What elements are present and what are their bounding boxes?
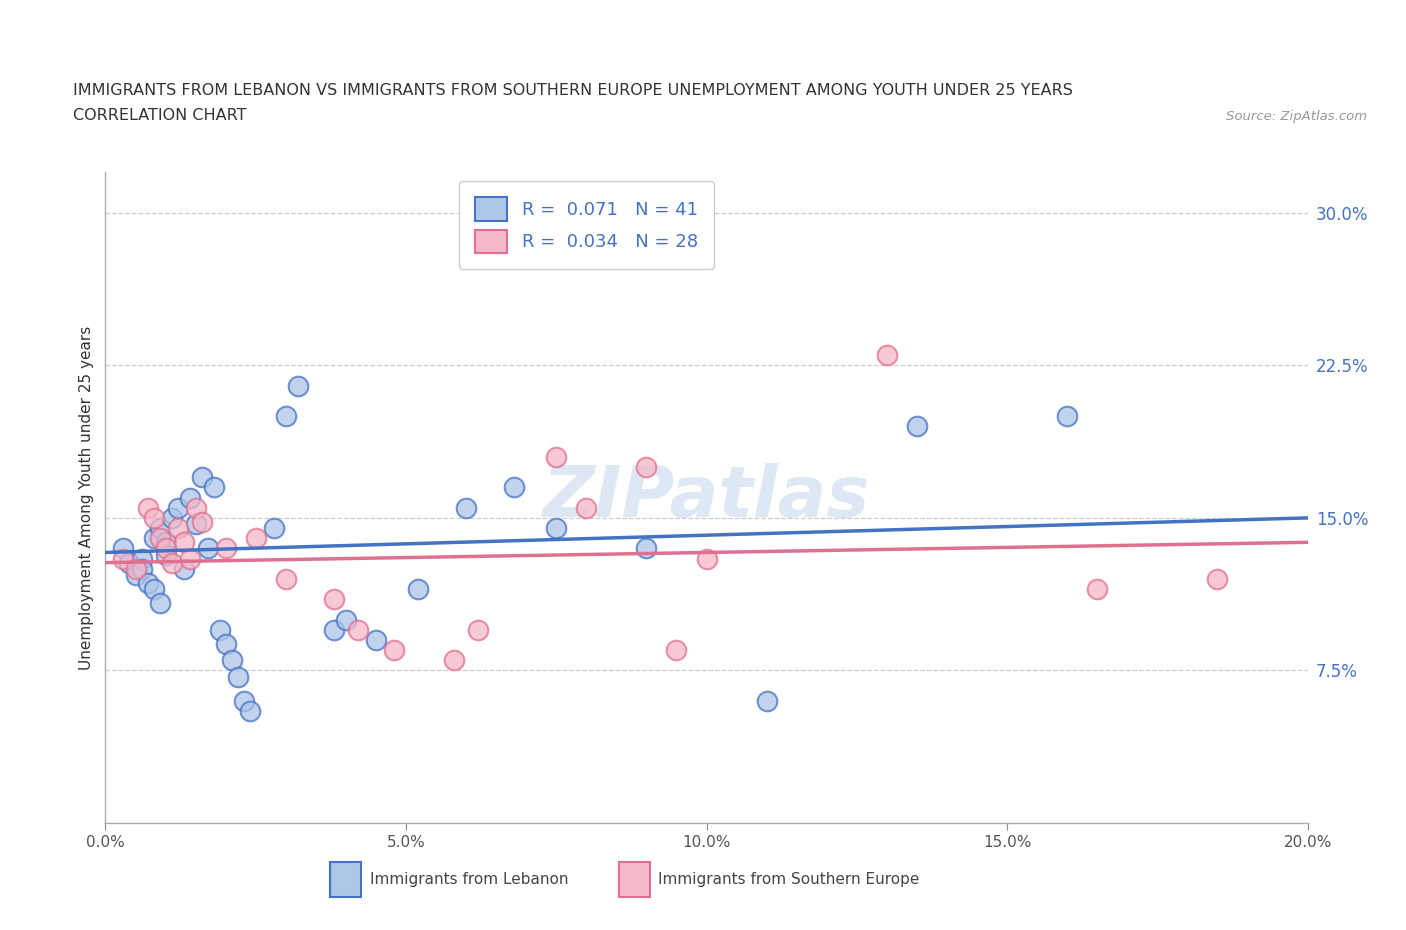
Point	[112, 551, 135, 566]
Point	[124, 567, 146, 582]
Point	[136, 576, 159, 591]
Point	[179, 551, 201, 566]
Point	[322, 622, 344, 637]
Point	[142, 581, 165, 596]
Point	[1085, 581, 1108, 596]
Point	[173, 562, 195, 577]
Point	[166, 500, 188, 515]
Point	[467, 622, 489, 637]
Point	[322, 591, 344, 606]
Point	[287, 379, 309, 393]
Point	[905, 418, 928, 433]
Point	[190, 514, 212, 529]
FancyBboxPatch shape	[330, 862, 361, 897]
Point	[166, 521, 188, 536]
Point	[221, 653, 243, 668]
Point	[118, 555, 141, 570]
Point	[190, 470, 212, 485]
Point	[245, 531, 267, 546]
Point	[503, 480, 526, 495]
Point	[696, 551, 718, 566]
Text: IMMIGRANTS FROM LEBANON VS IMMIGRANTS FROM SOUTHERN EUROPE UNEMPLOYMENT AMONG YO: IMMIGRANTS FROM LEBANON VS IMMIGRANTS FR…	[73, 83, 1073, 98]
Point	[184, 500, 207, 515]
Point	[665, 643, 688, 658]
Point	[335, 612, 357, 627]
Point	[636, 541, 658, 556]
Text: Immigrants from Lebanon: Immigrants from Lebanon	[370, 872, 568, 887]
Point	[112, 541, 135, 556]
Point	[1206, 572, 1229, 587]
Point	[142, 531, 165, 546]
Point	[148, 521, 170, 536]
Point	[142, 511, 165, 525]
Point	[406, 581, 429, 596]
Text: Source: ZipAtlas.com: Source: ZipAtlas.com	[1226, 110, 1367, 123]
Point	[876, 348, 898, 363]
Point	[263, 521, 285, 536]
Point	[755, 694, 778, 709]
Point	[160, 555, 183, 570]
Point	[136, 500, 159, 515]
Point	[546, 449, 568, 464]
Point	[347, 622, 370, 637]
Point	[226, 670, 249, 684]
Point	[443, 653, 465, 668]
Point	[364, 632, 387, 647]
Point	[208, 622, 231, 637]
Point	[155, 541, 177, 556]
Point	[1056, 409, 1078, 424]
Point	[155, 535, 177, 550]
Point	[155, 547, 177, 562]
Point	[546, 521, 568, 536]
Point	[131, 562, 153, 577]
Point	[274, 572, 297, 587]
Point	[636, 459, 658, 474]
Point	[184, 516, 207, 531]
Point	[197, 541, 219, 556]
Point	[382, 643, 405, 658]
Point	[214, 541, 236, 556]
Point	[131, 551, 153, 566]
Point	[148, 531, 170, 546]
FancyBboxPatch shape	[619, 862, 650, 897]
Point	[454, 500, 477, 515]
Point	[274, 409, 297, 424]
Point	[485, 206, 508, 220]
Text: Immigrants from Southern Europe: Immigrants from Southern Europe	[658, 872, 920, 887]
Text: CORRELATION CHART: CORRELATION CHART	[73, 108, 246, 123]
Point	[160, 511, 183, 525]
Point	[214, 637, 236, 652]
Point	[124, 562, 146, 577]
Point	[173, 535, 195, 550]
Point	[232, 694, 254, 709]
Point	[575, 500, 598, 515]
Point	[239, 704, 262, 719]
Text: ZIPatlas: ZIPatlas	[543, 463, 870, 532]
Point	[179, 490, 201, 505]
Y-axis label: Unemployment Among Youth under 25 years: Unemployment Among Youth under 25 years	[79, 326, 94, 670]
Legend: R =  0.071   N = 41, R =  0.034   N = 28: R = 0.071 N = 41, R = 0.034 N = 28	[458, 181, 714, 269]
Point	[202, 480, 225, 495]
Point	[148, 596, 170, 611]
